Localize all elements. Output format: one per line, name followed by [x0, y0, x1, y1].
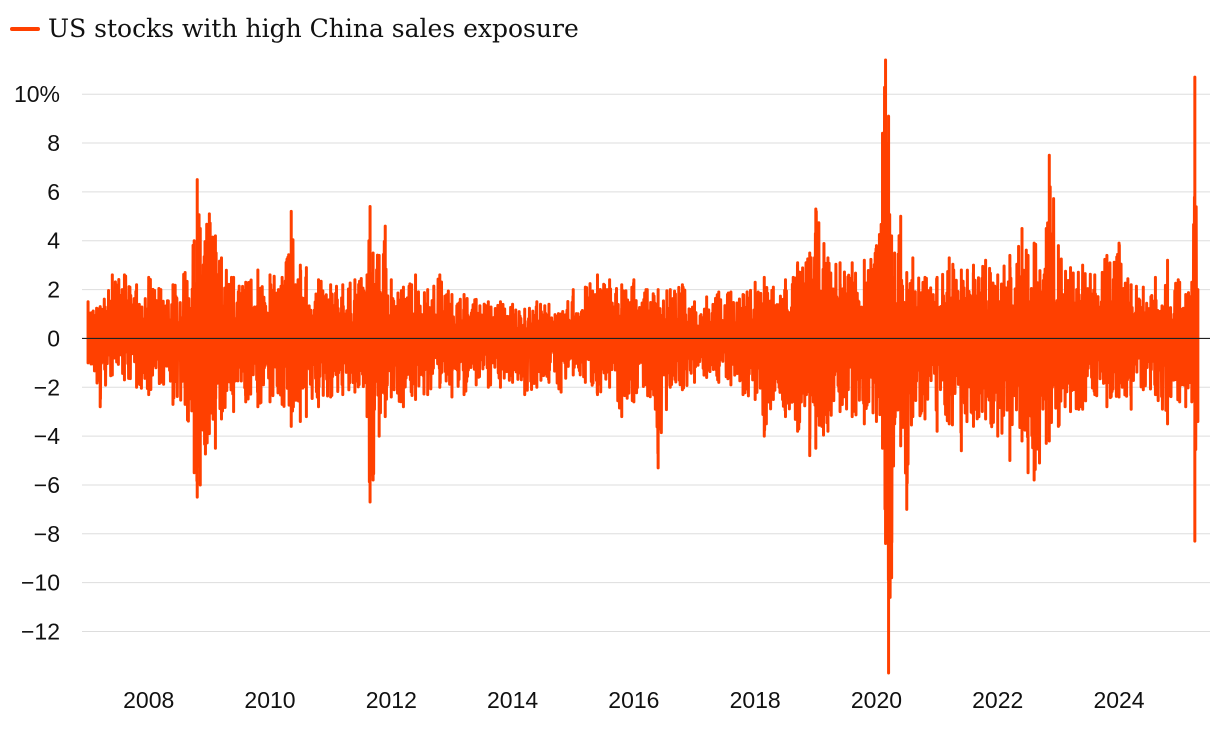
axes: 10% 8 6 4 2 0 −2 −4 −6 −8 −10 −12 2008 2010 2012 2014 20… — [14, 81, 1210, 713]
y-tick-label: 4 — [47, 228, 60, 254]
y-tick-label: 8 — [47, 130, 60, 156]
y-tick-label: −12 — [21, 618, 60, 644]
x-tick-label: 2020 — [851, 687, 902, 713]
y-tick-label: −6 — [34, 472, 60, 498]
y-tick-label: −10 — [21, 570, 60, 596]
x-tick-label: 2014 — [487, 687, 538, 713]
x-tick-label: 2018 — [730, 687, 781, 713]
x-tick-label: 2024 — [1093, 687, 1144, 713]
y-tick-label: 10% — [14, 81, 60, 107]
x-tick-label: 2008 — [123, 687, 174, 713]
legend: US stocks with high China sales exposure — [10, 14, 579, 43]
y-tick-label: −4 — [34, 423, 60, 449]
x-tick-label: 2010 — [244, 687, 295, 713]
legend-swatch — [10, 26, 40, 31]
series-line — [86, 58, 1200, 675]
y-tick-label: −2 — [34, 374, 60, 400]
y-tick-label: 0 — [47, 325, 60, 351]
x-tick-label: 2022 — [972, 687, 1023, 713]
series-layer — [86, 58, 1200, 675]
legend-label: US stocks with high China sales exposure — [48, 14, 579, 43]
x-tick-label: 2016 — [608, 687, 659, 713]
y-tick-label: 6 — [47, 179, 60, 205]
y-tick-label: 2 — [47, 277, 60, 303]
y-tick-label: −8 — [34, 521, 60, 547]
x-tick-label: 2012 — [366, 687, 417, 713]
